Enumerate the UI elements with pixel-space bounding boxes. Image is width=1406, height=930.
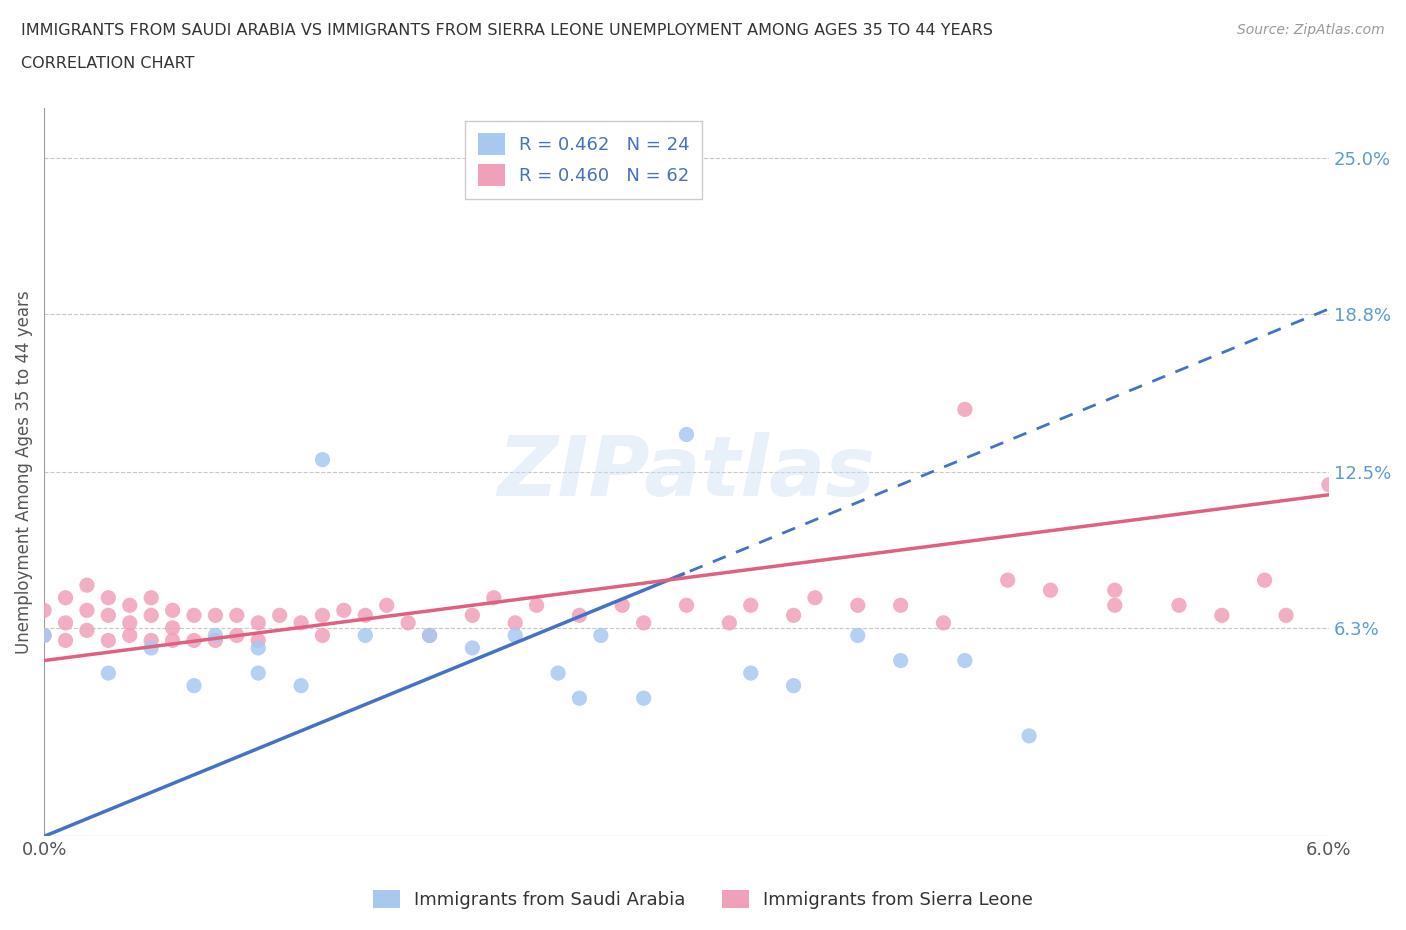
Point (141, 641, 163, 656)
Point (503, 616, 526, 631)
Point (1317, 477, 1340, 492)
Point (183, 678, 205, 693)
Point (76, 623, 98, 638)
Point (225, 628, 247, 643)
Point (1275, 608, 1298, 623)
Point (568, 691, 591, 706)
Point (568, 608, 591, 623)
Point (118, 628, 141, 643)
Point (675, 598, 697, 613)
Point (269, 608, 291, 623)
Point (1039, 583, 1062, 598)
Point (247, 641, 270, 656)
Point (503, 628, 526, 643)
Point (846, 598, 869, 613)
Point (32, 628, 55, 643)
Point (118, 616, 141, 631)
Point (1104, 598, 1126, 613)
Point (225, 608, 247, 623)
Point (804, 591, 827, 605)
Legend: R = 0.462   N = 24, R = 0.460   N = 62: R = 0.462 N = 24, R = 0.460 N = 62 (465, 121, 703, 199)
Point (118, 598, 141, 613)
Point (890, 653, 912, 668)
Point (55, 633, 77, 648)
Point (247, 666, 270, 681)
Point (162, 603, 184, 618)
Point (32, 628, 55, 643)
Point (311, 628, 333, 643)
Point (333, 603, 356, 618)
Point (419, 628, 441, 643)
Point (718, 616, 741, 631)
Point (162, 620, 184, 635)
Point (612, 598, 634, 613)
Text: CORRELATION CHART: CORRELATION CHART (21, 56, 194, 71)
Point (55, 591, 77, 605)
Point (953, 653, 976, 668)
Point (247, 616, 270, 631)
Point (97, 608, 120, 623)
Point (141, 591, 163, 605)
Point (204, 608, 226, 623)
Point (482, 591, 505, 605)
Y-axis label: Unemployment Among Ages 35 to 44 years: Unemployment Among Ages 35 to 44 years (15, 290, 32, 654)
Point (547, 666, 569, 681)
Point (526, 598, 548, 613)
Text: Source: ZipAtlas.com: Source: ZipAtlas.com (1237, 23, 1385, 37)
Point (1104, 583, 1126, 598)
Point (311, 608, 333, 623)
Point (183, 608, 205, 623)
Point (97, 666, 120, 681)
Point (247, 633, 270, 648)
Point (846, 628, 869, 643)
Point (290, 678, 312, 693)
Point (141, 608, 163, 623)
Point (55, 616, 77, 631)
Point (740, 598, 762, 613)
Point (782, 678, 804, 693)
Point (782, 608, 804, 623)
Text: ZIPatlas: ZIPatlas (498, 432, 876, 512)
Point (589, 628, 612, 643)
Point (290, 616, 312, 631)
Point (740, 666, 762, 681)
Point (932, 616, 955, 631)
Point (141, 633, 163, 648)
Point (76, 578, 98, 592)
Point (953, 402, 976, 417)
Point (633, 691, 655, 706)
Point (461, 608, 484, 623)
Point (97, 633, 120, 648)
Point (375, 598, 398, 613)
Point (97, 591, 120, 605)
Point (162, 633, 184, 648)
Point (1253, 573, 1275, 588)
Point (419, 628, 441, 643)
Point (890, 598, 912, 613)
Point (461, 641, 484, 656)
Point (675, 427, 697, 442)
Point (204, 633, 226, 648)
Point (1168, 598, 1191, 613)
Point (1018, 728, 1040, 743)
Point (183, 633, 205, 648)
Point (1211, 608, 1233, 623)
Point (311, 452, 333, 467)
Point (354, 608, 377, 623)
Point (354, 628, 377, 643)
Point (32, 603, 55, 618)
Point (76, 603, 98, 618)
Point (396, 616, 419, 631)
Point (204, 628, 226, 643)
Point (997, 573, 1019, 588)
Text: IMMIGRANTS FROM SAUDI ARABIA VS IMMIGRANTS FROM SIERRA LEONE UNEMPLOYMENT AMONG : IMMIGRANTS FROM SAUDI ARABIA VS IMMIGRAN… (21, 23, 993, 38)
Legend: Immigrants from Saudi Arabia, Immigrants from Sierra Leone: Immigrants from Saudi Arabia, Immigrants… (366, 883, 1040, 916)
Point (633, 616, 655, 631)
